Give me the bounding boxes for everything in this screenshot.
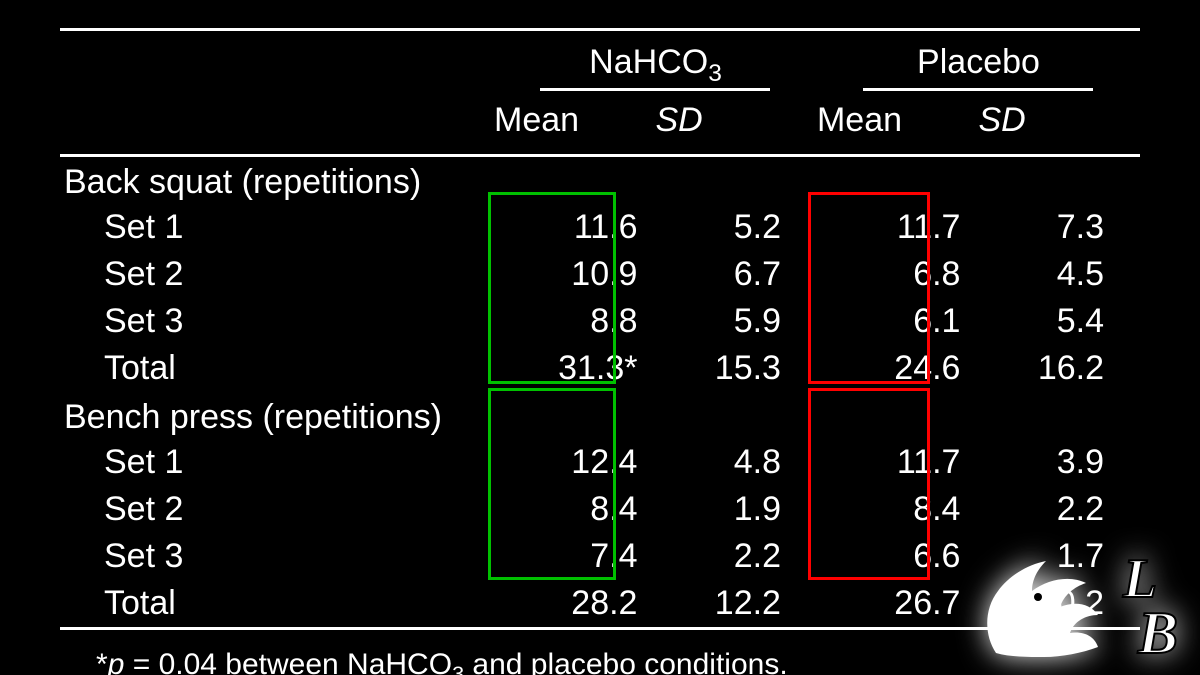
subhead-mean-2: Mean [817,91,978,154]
row-label: Set 2 [60,251,494,298]
section-label: Back squat (repetitions) [60,157,1140,204]
table-row: Set 28.41.98.42.2 [60,486,1140,533]
section-header: Back squat (repetitions) [60,157,1140,204]
footnote-sub: 3 [452,661,464,675]
cell: 8.8 [494,298,655,345]
cell: 4.5 [978,251,1140,298]
footnote-mid: = 0.04 between NaHCO [124,648,452,675]
cell: 8.4 [494,486,655,533]
group-nahco3-sub: 3 [708,60,722,87]
subhead-sd-1: SD [655,91,817,154]
cell: 24.6 [817,345,978,392]
cell: 5.9 [655,298,817,345]
section-label: Bench press (repetitions) [60,392,1140,439]
table-row: Set 111.65.211.77.3 [60,204,1140,251]
cell: 7.4 [494,533,655,580]
table-row: Set 38.85.96.15.4 [60,298,1140,345]
row-label: Set 1 [60,439,494,486]
table-row: Set 210.96.76.84.5 [60,251,1140,298]
cell: 12.2 [655,580,817,627]
cell: 8.4 [817,486,978,533]
cell: 4.8 [655,439,817,486]
table-row: Total31.3*15.324.616.2 [60,345,1140,392]
cell: 11.6 [494,204,655,251]
row-label: Total [60,580,494,627]
cell: 28.2 [494,580,655,627]
cell: 2.2 [978,486,1140,533]
logo-letter-b: B [1137,600,1178,665]
cell: 6.8 [817,251,978,298]
cell: 16.2 [978,345,1140,392]
logo: L B [978,535,1188,665]
cell: 11.7 [817,204,978,251]
cell: 6.6 [817,533,978,580]
cell: 6.7 [655,251,817,298]
footnote-star: * [96,648,108,675]
cell: 12.4 [494,439,655,486]
cell: 11.7 [817,439,978,486]
group-placebo: Placebo [817,31,1140,88]
row-label: Set 3 [60,533,494,580]
cell: 26.7 [817,580,978,627]
row-label: Set 1 [60,204,494,251]
cell: 2.2 [655,533,817,580]
section-header: Bench press (repetitions) [60,392,1140,439]
cell: 15.3 [655,345,817,392]
cell: 5.4 [978,298,1140,345]
cell: 6.1 [817,298,978,345]
cell: 31.3* [494,345,655,392]
footnote-p: p [108,648,125,675]
group-header-row: NaHCO3 Placebo [60,31,1140,88]
group-nahco3: NaHCO3 [494,31,817,88]
lion-icon: L B [978,535,1188,665]
subhead-sd-2: SD [978,91,1140,154]
subhead-mean-1: Mean [494,91,655,154]
cell: 7.3 [978,204,1140,251]
footnote-suffix: and placebo conditions. [464,648,788,675]
cell: 10.9 [494,251,655,298]
cell: 5.2 [655,204,817,251]
table-row: Set 112.44.811.73.9 [60,439,1140,486]
stage: NaHCO3 Placebo Mean SD Mean SD Back squa… [0,0,1200,675]
row-label: Total [60,345,494,392]
sub-header-row: Mean SD Mean SD [60,91,1140,154]
row-label: Set 2 [60,486,494,533]
cell: 3.9 [978,439,1140,486]
group-nahco3-text: NaHCO [589,43,708,81]
cell: 1.9 [655,486,817,533]
row-label: Set 3 [60,298,494,345]
